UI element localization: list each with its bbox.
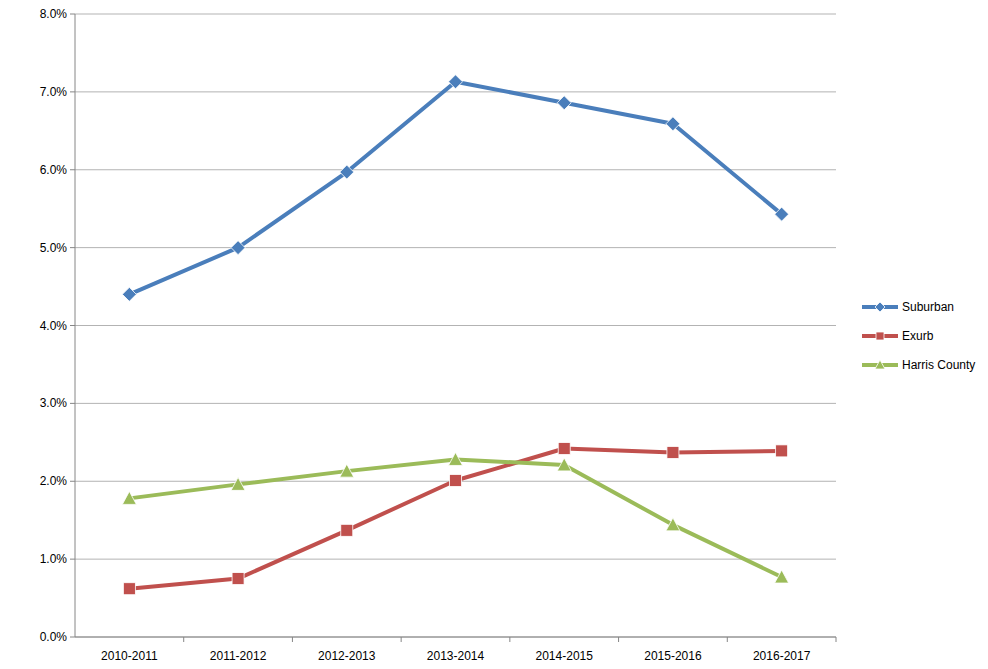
data-point (123, 583, 135, 595)
grid-line (75, 14, 836, 15)
data-point (775, 207, 789, 221)
y-tick-label: 7.0% (40, 85, 68, 99)
tick-mark (70, 14, 75, 15)
y-tick-label: 2.0% (40, 474, 68, 488)
series-line (129, 459, 781, 577)
x-tick-mark (183, 637, 184, 642)
chart: 0.0% 1.0% 2.0% 3.0% 4.0% 5.0% 6.0% 7.0% 8.0% 2010… (0, 0, 988, 669)
x-tick-label: 2012-2013 (318, 649, 376, 663)
legend-label: Exurb (902, 329, 934, 343)
x-tick-mark (618, 637, 619, 642)
grid-line (75, 559, 836, 560)
data-point (340, 165, 354, 179)
x-tick-label: 2010-2011 (101, 649, 158, 663)
data-point (775, 570, 789, 583)
grid-line (75, 247, 836, 248)
tick-mark (70, 559, 75, 560)
data-point (776, 445, 788, 457)
y-tick-label: 0.0% (40, 630, 68, 644)
tick-mark (70, 403, 75, 404)
grid-line (75, 403, 836, 404)
data-point (557, 96, 571, 110)
legend-label: Suburban (902, 300, 954, 314)
series-line (129, 449, 781, 589)
y-tick-label: 5.0% (40, 241, 68, 255)
y-tick-label: 3.0% (40, 396, 68, 410)
plot-data (122, 75, 788, 595)
x-tick-mark (509, 637, 510, 642)
data-point (340, 464, 354, 477)
legend-label: Harris County (902, 358, 975, 372)
y-tick-label: 8.0% (40, 7, 68, 21)
data-point (557, 458, 571, 471)
data-point (449, 452, 463, 465)
y-axis (75, 14, 76, 637)
data-point (450, 474, 462, 486)
data-point (341, 524, 353, 536)
grid-line (75, 91, 836, 92)
legend: Suburban Exurb Harris County (862, 300, 975, 372)
tick-mark (70, 637, 75, 638)
x-tick-mark (727, 637, 728, 642)
x-axis (75, 637, 836, 638)
tick-mark (70, 325, 75, 326)
grid-line (75, 325, 836, 326)
data-point (666, 117, 680, 131)
legend-marker (875, 360, 885, 369)
data-point (666, 518, 680, 531)
data-point (122, 287, 136, 301)
data-point (667, 446, 679, 458)
y-tick-label: 4.0% (40, 319, 68, 333)
legend-marker (875, 302, 885, 312)
x-tick-label: 2014-2015 (536, 649, 594, 663)
tick-mark (70, 169, 75, 170)
x-tick-label: 2016-2017 (753, 649, 811, 663)
grid-line (75, 637, 836, 638)
legend-marker (876, 332, 884, 340)
tick-mark (70, 91, 75, 92)
data-point (558, 443, 570, 455)
data-point (231, 477, 245, 490)
x-tick-mark (292, 637, 293, 642)
x-tick-mark (836, 637, 837, 642)
x-tick-label: 2011-2012 (210, 649, 267, 663)
y-tick-label: 6.0% (40, 163, 68, 177)
grid (70, 14, 836, 637)
x-tick-label: 2015-2016 (644, 649, 702, 663)
data-point (231, 241, 245, 255)
x-tick-label: 2013-2014 (427, 649, 485, 663)
tick-mark (70, 481, 75, 482)
grid-line (75, 169, 836, 170)
y-tick-label: 1.0% (40, 552, 68, 566)
x-tick-mark (401, 637, 402, 642)
data-point (449, 75, 463, 89)
data-point (232, 573, 244, 585)
tick-mark (70, 247, 75, 248)
series-line (129, 82, 781, 295)
data-point (122, 491, 136, 504)
